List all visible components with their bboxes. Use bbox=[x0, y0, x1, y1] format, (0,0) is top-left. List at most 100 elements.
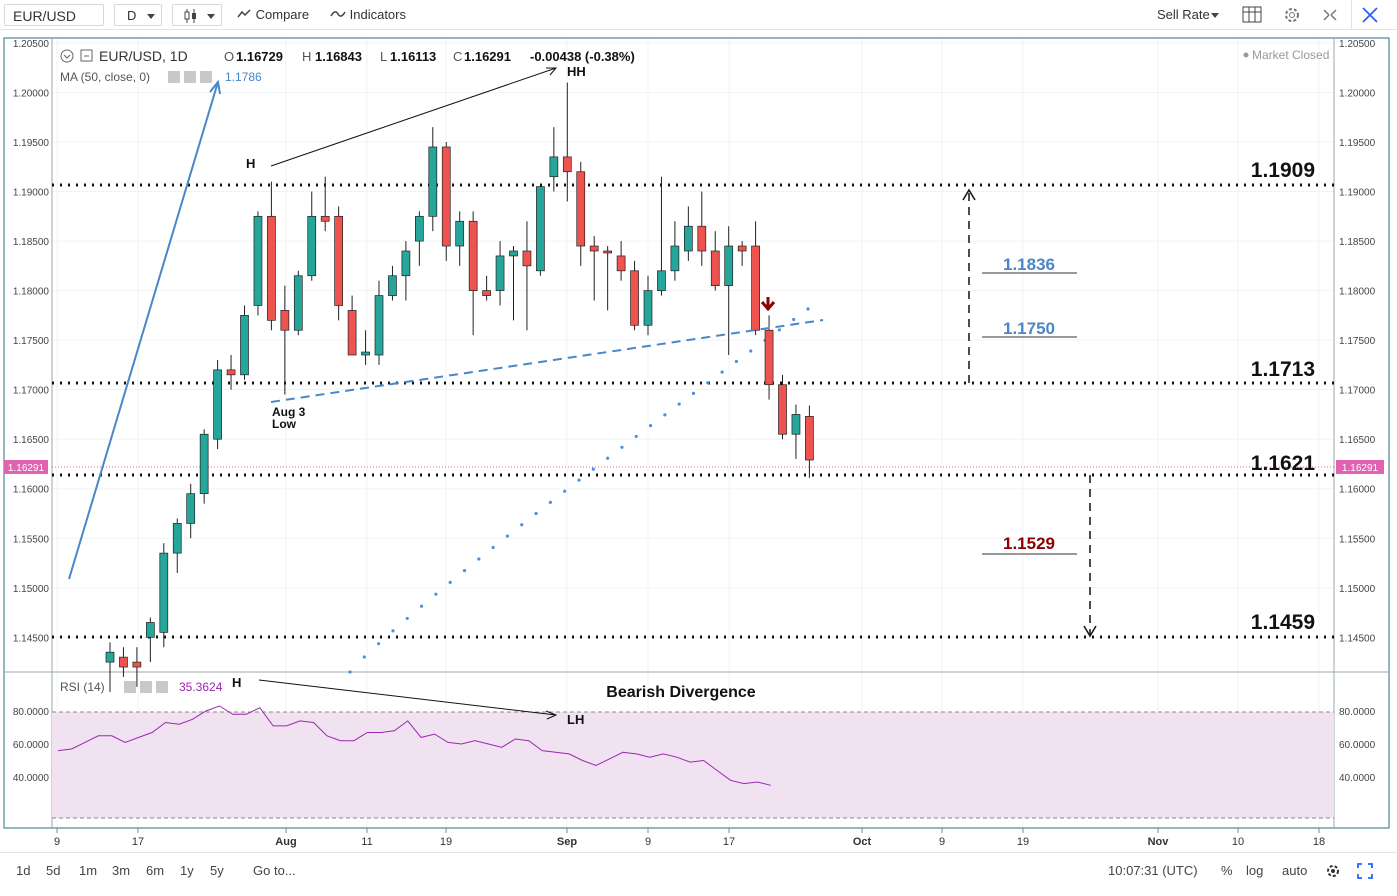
level-1459-label: 1.1459 bbox=[1251, 611, 1315, 634]
auto-toggle[interactable]: auto bbox=[1282, 863, 1308, 878]
eye-icon[interactable] bbox=[168, 71, 180, 83]
gear-icon[interactable] bbox=[140, 681, 152, 693]
candle-body bbox=[441, 146, 451, 247]
candle-body bbox=[401, 250, 411, 277]
rsi-divergence-line bbox=[258, 679, 557, 716]
ma-dot bbox=[362, 655, 366, 659]
time-tick-label: 9 bbox=[645, 836, 651, 848]
candle-body bbox=[374, 295, 384, 356]
candle-body bbox=[576, 171, 586, 247]
ma-dot bbox=[462, 569, 467, 573]
symbol-search-input[interactable]: EUR/USD bbox=[4, 4, 104, 26]
price-tick-left: 1.20000 bbox=[13, 88, 50, 99]
ma-dot bbox=[663, 413, 667, 417]
price-tick-right: 1.18500 bbox=[1339, 237, 1376, 248]
range-1m[interactable]: 1m bbox=[79, 863, 98, 878]
price-tick-left: 1.14500 bbox=[13, 633, 50, 644]
price-tick-left: 1.15000 bbox=[13, 584, 50, 595]
ma-dot bbox=[749, 349, 753, 353]
level-1621-label: 1.1621 bbox=[1251, 452, 1316, 475]
ma-dot bbox=[777, 328, 781, 332]
sell-rate-select[interactable]: Sell Rate bbox=[1153, 4, 1225, 26]
percent-toggle[interactable]: % bbox=[1221, 863, 1233, 878]
candle-body bbox=[710, 250, 720, 287]
arrow-up-icon bbox=[962, 188, 976, 201]
close-icon[interactable] bbox=[156, 681, 168, 693]
range-3m[interactable]: 3m bbox=[112, 863, 131, 878]
price-tick-left: 1.17500 bbox=[13, 336, 50, 347]
drawings bbox=[68, 67, 1097, 720]
candle-body bbox=[455, 220, 465, 247]
time-tick-label: 19 bbox=[440, 836, 452, 848]
fullscreen-icon[interactable] bbox=[1357, 863, 1373, 879]
aug3-low-label: Low bbox=[272, 417, 297, 431]
arrow-head-icon bbox=[209, 79, 221, 95]
ma-label[interactable]: MA (50, close, 0) bbox=[60, 70, 150, 84]
candle-body bbox=[428, 146, 438, 217]
target-1529-label: 1.1529 bbox=[1003, 534, 1055, 553]
candle-body bbox=[603, 250, 613, 254]
candle-body bbox=[267, 215, 276, 321]
candle-body bbox=[549, 156, 559, 178]
rsi-title: Bearish Divergence bbox=[606, 684, 756, 701]
ma-dot bbox=[405, 616, 409, 621]
gear-icon[interactable] bbox=[184, 71, 196, 83]
horizontal-levels bbox=[52, 183, 1334, 639]
last-price-left: 1.16291 bbox=[8, 463, 45, 474]
last-price-tag-right bbox=[1336, 460, 1384, 474]
hh-label: HH bbox=[567, 64, 586, 79]
interval-select[interactable]: D bbox=[114, 4, 162, 26]
ma-dot bbox=[548, 500, 552, 504]
gear-icon[interactable] bbox=[1325, 863, 1341, 879]
eye-icon[interactable] bbox=[124, 681, 136, 693]
indicators-button[interactable]: Indicators bbox=[330, 4, 406, 26]
chart-area[interactable]: 1.20500 1.20500 1.20000 1.20000 1.19500 1.195… bbox=[0, 30, 1397, 852]
ma-dot bbox=[792, 317, 796, 322]
rsi-tick-left: 40.0000 bbox=[13, 773, 50, 784]
candle-body bbox=[670, 245, 680, 272]
price-tick-right: 1.19500 bbox=[1339, 138, 1376, 149]
chart-legend: EUR/USD, 1D O 1.16729 H 1.16843 L 1.1611… bbox=[60, 48, 1329, 694]
compare-button[interactable]: Compare bbox=[236, 4, 309, 26]
layout-grid-icon[interactable] bbox=[1242, 6, 1262, 24]
fullscreen-icon[interactable] bbox=[1320, 6, 1340, 24]
change-value: -0.00438 (-0.38%) bbox=[530, 49, 635, 64]
gear-icon[interactable] bbox=[1282, 6, 1302, 24]
candle-body bbox=[213, 369, 222, 440]
last-price-right: 1.16291 bbox=[1342, 463, 1379, 474]
rsi-tick-right: 40.0000 bbox=[1339, 773, 1376, 784]
rsi-value: 35.3624 bbox=[179, 680, 223, 694]
candle-body bbox=[293, 275, 303, 331]
range-1y[interactable]: 1y bbox=[180, 863, 194, 878]
rsi-label[interactable]: RSI (14) bbox=[60, 680, 105, 694]
time-tick-label: 19 bbox=[1017, 836, 1029, 848]
range-1d[interactable]: 1d bbox=[16, 863, 31, 878]
arrow-head-icon bbox=[546, 67, 558, 76]
compare-label: Compare bbox=[255, 7, 310, 22]
range-6m[interactable]: 6m bbox=[146, 863, 165, 878]
candle-body bbox=[683, 225, 693, 252]
price-tick-right: 1.15000 bbox=[1339, 584, 1376, 595]
target-1836-label: 1.1836 bbox=[1003, 255, 1055, 274]
close-icon[interactable] bbox=[200, 71, 212, 83]
price-tick-right: 1.19000 bbox=[1339, 188, 1376, 199]
log-toggle[interactable]: log bbox=[1246, 863, 1264, 878]
range-5d[interactable]: 5d bbox=[46, 863, 61, 878]
ma-dot bbox=[534, 511, 538, 516]
goto-button[interactable]: Go to... bbox=[253, 863, 296, 878]
range-5y[interactable]: 5y bbox=[210, 863, 224, 878]
close-icon[interactable] bbox=[1360, 6, 1380, 24]
close-label: C bbox=[453, 49, 462, 64]
candle-body bbox=[697, 225, 707, 252]
minimize-icon[interactable] bbox=[80, 49, 93, 62]
ma-dot bbox=[563, 489, 567, 493]
price-tick-left: 1.20500 bbox=[13, 39, 50, 50]
rsi-tick-right: 80.0000 bbox=[1339, 707, 1376, 718]
candle-body bbox=[724, 245, 734, 287]
ma-value: 1.1786 bbox=[225, 70, 262, 84]
chart-canvas[interactable]: 1.20500 1.20500 1.20000 1.20000 1.19500 1.195… bbox=[0, 30, 1397, 852]
chart-style-select[interactable] bbox=[172, 4, 222, 26]
time-tick-label: 17 bbox=[723, 836, 735, 848]
price-tick-left: 1.17000 bbox=[13, 386, 50, 397]
collapse-icon[interactable] bbox=[60, 49, 74, 63]
